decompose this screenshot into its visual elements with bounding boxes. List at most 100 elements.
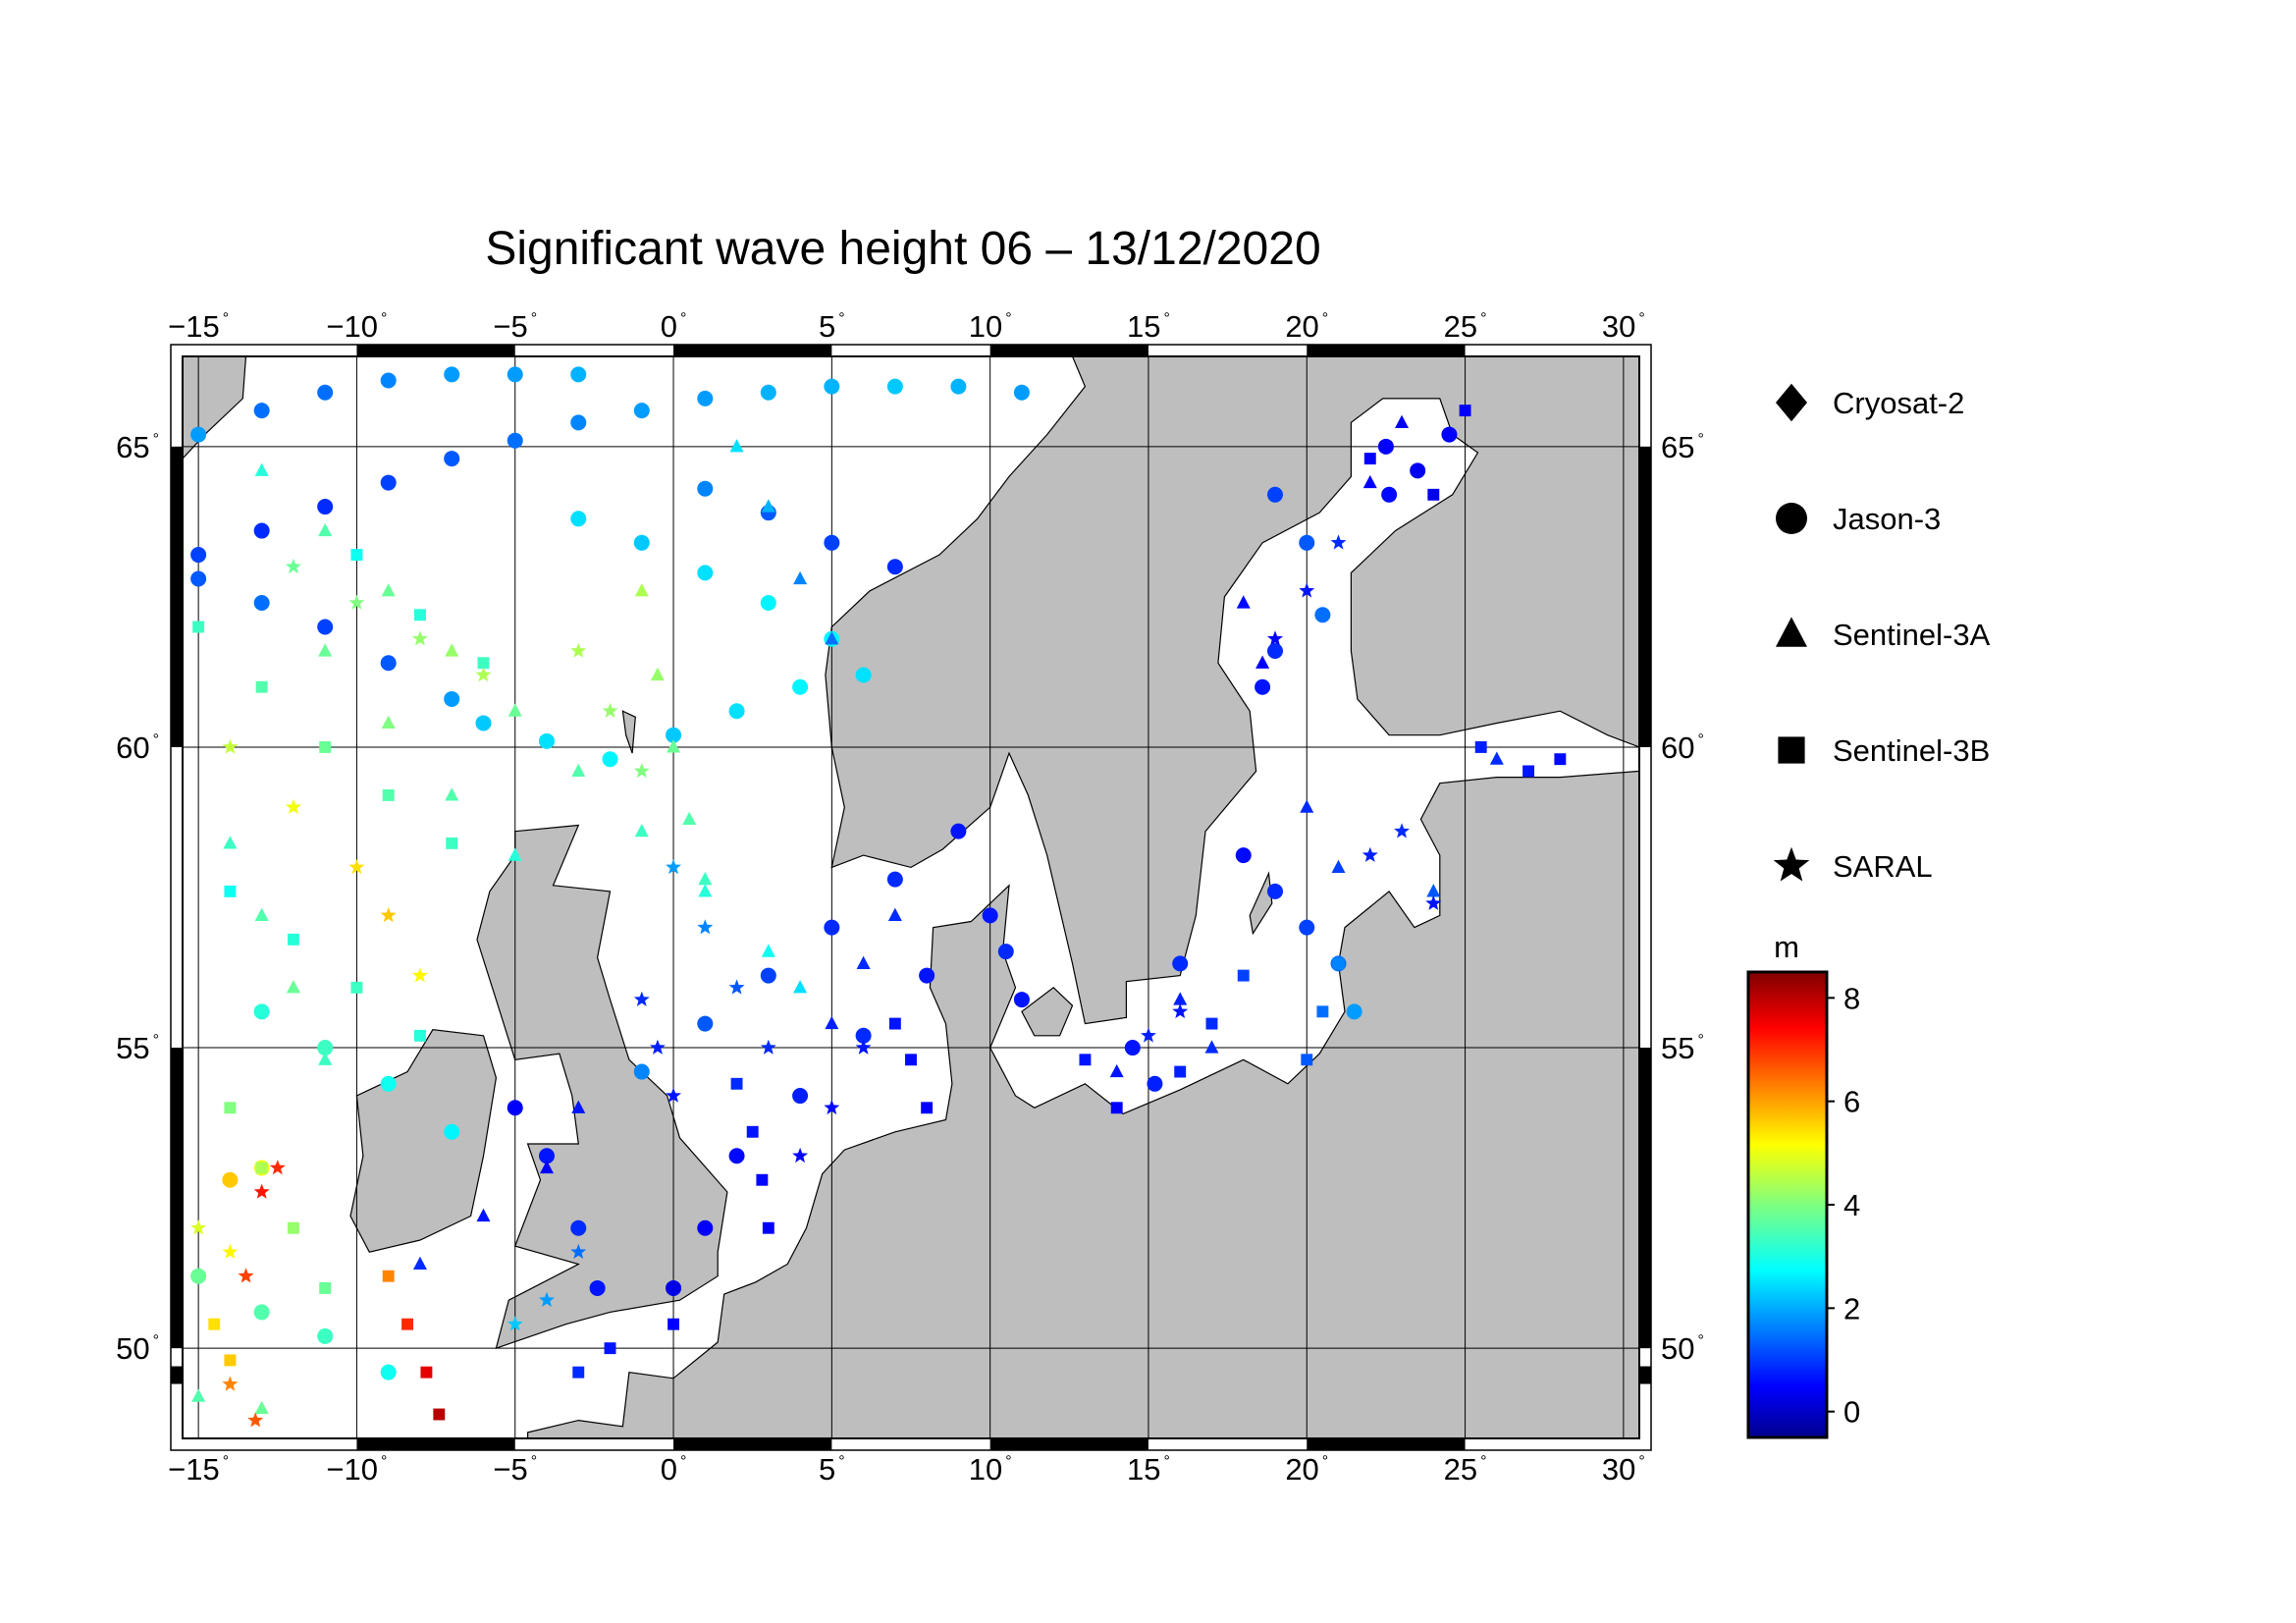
colorbar-tick-label: 4	[1843, 1188, 1860, 1222]
data-point-sentinel-3b	[287, 1221, 299, 1234]
data-point-sentinel-3a	[1236, 595, 1251, 609]
data-point-sentinel-3b	[420, 1366, 433, 1379]
data-point-saral	[1330, 534, 1347, 550]
data-point-jason-3	[1314, 607, 1331, 623]
data-point-jason-3	[570, 366, 587, 383]
data-point-saral	[1299, 582, 1315, 598]
data-point-saral	[633, 991, 650, 1006]
data-point-sentinel-3a	[856, 955, 871, 969]
data-point-jason-3	[1013, 384, 1030, 401]
data-point-saral	[412, 630, 428, 646]
data-point-saral	[412, 967, 428, 983]
frame-bar	[989, 1438, 1148, 1450]
data-point-jason-3	[317, 1040, 334, 1056]
lat-tick-label: 65 °	[116, 430, 159, 464]
lon-tick-label: 5 °	[819, 309, 845, 344]
data-point-jason-3	[507, 432, 523, 449]
data-point-jason-3	[507, 366, 523, 383]
graticule	[183, 356, 1639, 1438]
data-point-saral	[222, 738, 239, 754]
data-point-sentinel-3a	[825, 631, 839, 645]
data-point-saral	[539, 1291, 555, 1307]
data-point-sentinel-3a	[318, 522, 333, 537]
data-point-jason-3	[633, 534, 650, 551]
lat-tick-label: 50 °	[1661, 1331, 1704, 1366]
data-point-jason-3	[190, 1268, 207, 1284]
data-point-sentinel-3b	[667, 1318, 679, 1330]
data-point-sentinel-3a	[254, 462, 269, 476]
data-point-jason-3	[380, 372, 397, 389]
data-point-sentinel-3a	[445, 787, 459, 801]
data-point-jason-3	[760, 384, 776, 401]
data-point-jason-3	[222, 1171, 239, 1188]
legend-icon-square	[1778, 736, 1805, 764]
data-point-sentinel-3a	[667, 739, 681, 753]
data-point-sentinel-3b	[746, 1125, 759, 1138]
data-point-sentinel-3a	[191, 1388, 206, 1402]
data-point-jason-3	[444, 1123, 460, 1140]
data-point-sentinel-3b	[888, 1017, 901, 1030]
data-point-sentinel-3a	[445, 643, 459, 657]
data-point-sentinel-3b	[1079, 1054, 1092, 1066]
lon-tick-label: −10 °	[326, 309, 387, 344]
data-point-sentinel-3a	[887, 907, 902, 921]
chart-title: Significant wave height 06 – 13/12/2020	[485, 223, 1321, 275]
data-point-sentinel-3a	[1300, 799, 1314, 813]
data-point-sentinel-3b	[730, 1077, 743, 1090]
data-point-jason-3	[253, 403, 270, 419]
lat-tick-label: 55 °	[1661, 1031, 1704, 1065]
data-point-jason-3	[253, 595, 270, 612]
data-point-jason-3	[570, 511, 587, 527]
lon-tick-label: 10 °	[969, 309, 1012, 344]
data-point-sentinel-3a	[381, 715, 396, 730]
data-point-jason-3	[190, 570, 207, 587]
data-point-jason-3	[666, 1279, 682, 1296]
data-point-jason-3	[1124, 1040, 1141, 1056]
data-point-sentinel-3a	[1173, 992, 1188, 1005]
data-point-sentinel-3b	[1205, 1017, 1218, 1030]
data-point-jason-3	[886, 559, 903, 575]
data-point-jason-3	[1410, 462, 1426, 479]
lat-tick-label: 65 °	[1661, 430, 1704, 464]
data-point-jason-3	[1267, 486, 1283, 503]
frame-bar	[1639, 1048, 1651, 1349]
data-point-jason-3	[570, 414, 587, 431]
lon-tick-label: 0 °	[661, 309, 687, 344]
lon-tick-label: 30 °	[1602, 1452, 1645, 1487]
data-point-saral	[855, 1039, 872, 1055]
land-continent	[526, 770, 1639, 1438]
lon-tick-label: 0 °	[661, 1452, 687, 1487]
data-point-jason-3	[253, 1003, 270, 1020]
data-point-jason-3	[253, 1304, 270, 1321]
data-point-jason-3	[824, 378, 840, 395]
data-point-sentinel-3a	[571, 763, 586, 778]
data-points	[190, 366, 1567, 1428]
frame-bar	[1307, 345, 1466, 356]
data-point-sentinel-3b	[1110, 1102, 1123, 1114]
lon-tick-label: −10 °	[326, 1452, 387, 1487]
frame-bar	[673, 1438, 832, 1450]
data-point-saral	[760, 1039, 776, 1055]
data-point-sentinel-3a	[634, 583, 649, 597]
data-point-saral	[222, 1243, 239, 1259]
data-point-sentinel-3b	[1427, 488, 1440, 501]
lon-tick-label: 10 °	[969, 1452, 1012, 1487]
data-point-sentinel-3b	[287, 933, 299, 946]
data-point-saral	[792, 1147, 809, 1163]
data-point-saral	[285, 558, 301, 574]
data-point-jason-3	[1235, 847, 1252, 864]
data-point-jason-3	[317, 384, 334, 401]
data-point-jason-3	[380, 655, 397, 672]
lon-tick-label: 5 °	[819, 1452, 845, 1487]
data-point-jason-3	[570, 1219, 587, 1236]
data-point-jason-3	[1255, 678, 1271, 695]
data-point-saral	[348, 594, 365, 610]
data-point-jason-3	[697, 390, 714, 406]
data-point-sentinel-3b	[350, 549, 363, 561]
data-point-jason-3	[1147, 1075, 1163, 1092]
legend-icon-diamond	[1776, 383, 1807, 422]
data-point-saral	[728, 979, 745, 995]
data-point-jason-3	[633, 403, 650, 419]
data-point-saral	[190, 1219, 207, 1235]
